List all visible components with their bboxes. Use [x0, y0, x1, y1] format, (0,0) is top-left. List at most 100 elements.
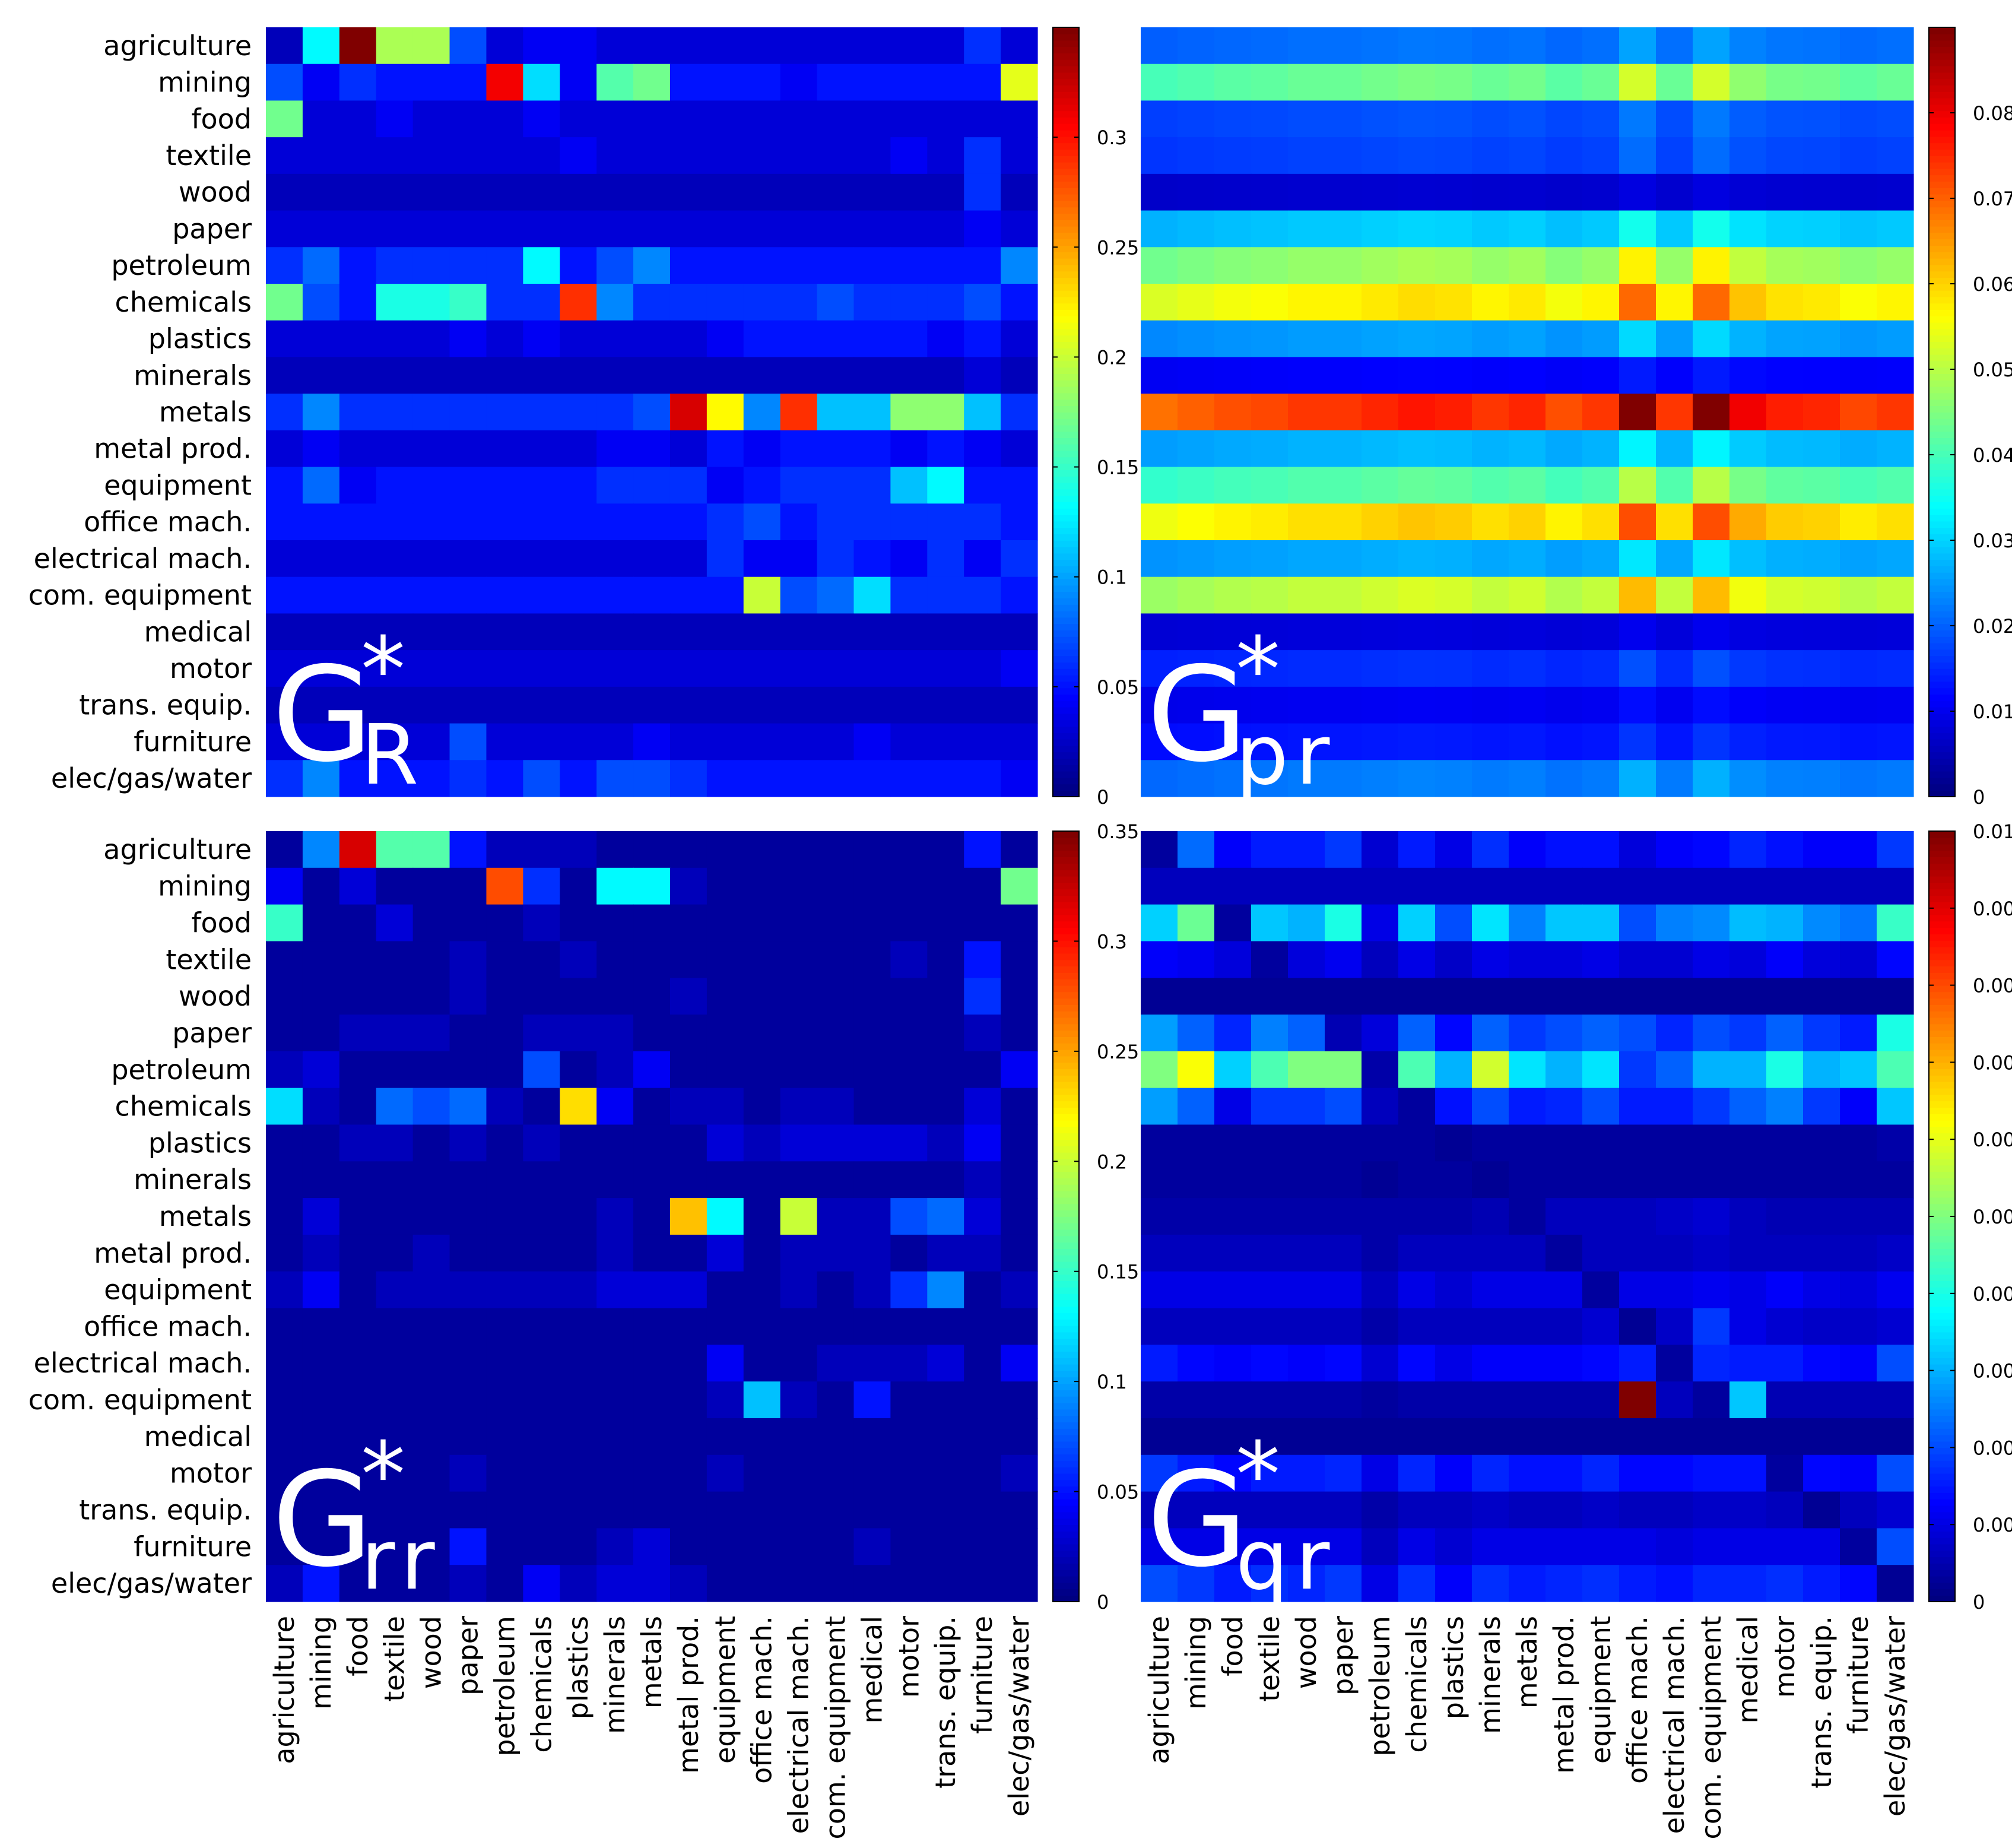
heatmap-cell	[927, 904, 964, 942]
heatmap-cell	[706, 1454, 744, 1492]
heatmap-cell	[412, 760, 450, 797]
heatmap-cell	[596, 100, 634, 138]
heatmap-cell	[339, 576, 377, 614]
heatmap-cell	[964, 613, 1001, 651]
heatmap-cell	[817, 100, 855, 138]
colorbar-segment	[1929, 1107, 1955, 1114]
heatmap-cell	[706, 467, 744, 504]
heatmap-cell	[266, 64, 303, 102]
heatmap-cell	[1141, 284, 1178, 321]
heatmap-cell	[1840, 650, 1877, 687]
heatmap-cell	[633, 1565, 671, 1602]
colorbar-segment	[1929, 1133, 1955, 1140]
heatmap-cell	[706, 941, 744, 978]
heatmap-cell	[743, 210, 781, 248]
heatmap-cell	[743, 1491, 781, 1529]
heatmap-cell	[1141, 760, 1178, 797]
heatmap-cell	[376, 723, 414, 760]
colorbar-segment	[1929, 245, 1955, 252]
colorbar-segment	[1053, 610, 1079, 618]
colorbar-segment	[1053, 296, 1079, 304]
heatmap-cell	[817, 1454, 855, 1492]
heatmap-cell	[1214, 467, 1252, 504]
heatmap-cell	[596, 247, 634, 284]
heatmap-cell	[1251, 1271, 1289, 1309]
heatmap-cell	[449, 941, 487, 978]
colorbar-segment	[1929, 1434, 1955, 1442]
heatmap-cell	[706, 1491, 744, 1529]
column-label: motor	[1769, 1616, 1801, 1698]
heatmap-cell	[1325, 760, 1362, 797]
heatmap-cell	[669, 1198, 707, 1235]
heatmap-cell	[449, 357, 487, 394]
colorbar-segment	[1053, 1479, 1079, 1487]
colorbar-segment	[1929, 681, 1955, 689]
heatmap-cell	[780, 867, 818, 905]
heatmap-cell	[1693, 284, 1730, 321]
colorbar-segment	[1053, 1222, 1079, 1230]
heatmap-cell	[302, 650, 340, 687]
heatmap-cell	[376, 247, 414, 284]
heatmap-cell	[853, 100, 891, 138]
column-label: paper	[1327, 1616, 1359, 1695]
heatmap-cell	[486, 1308, 523, 1345]
heatmap-cell	[1214, 540, 1252, 578]
colorbar-segment	[1929, 161, 1955, 169]
heatmap-cell	[706, 831, 744, 868]
heatmap-cell	[964, 576, 1001, 614]
heatmap-cell	[1546, 137, 1583, 175]
heatmap-cell	[1398, 137, 1436, 175]
heatmap-cell	[1472, 760, 1509, 797]
colorbar-segment	[1929, 1492, 1955, 1500]
heatmap-cell	[1509, 1381, 1546, 1419]
heatmap-cell	[449, 247, 487, 284]
heatmap-cell	[302, 1528, 340, 1565]
heatmap-cell	[1178, 1565, 1215, 1602]
heatmap-cell	[1546, 503, 1583, 541]
heatmap-cell	[1141, 430, 1178, 468]
heatmap-cell	[633, 613, 671, 651]
colorbar-segment	[1053, 438, 1079, 445]
colorbar-segment	[1929, 328, 1955, 336]
colorbar-segment	[1053, 245, 1079, 252]
heatmap-cell	[302, 1161, 340, 1199]
heatmap-cell	[1251, 1051, 1289, 1089]
colorbar-segment	[1053, 431, 1079, 438]
heatmap-cell	[1803, 613, 1840, 651]
heatmap-cell	[523, 1234, 560, 1272]
colorbar-tick-label: 0.003	[1973, 1360, 2012, 1383]
column-label: wood	[1290, 1616, 1322, 1689]
row-label: metal prod.	[94, 433, 252, 465]
heatmap-cell	[1693, 540, 1730, 578]
heatmap-cell	[1656, 210, 1693, 248]
heatmap-cell	[633, 867, 671, 905]
heatmap-cell	[706, 1345, 744, 1382]
colorbar-segment	[1929, 508, 1955, 515]
heatmap-cell	[853, 1454, 891, 1492]
heatmap-cell	[486, 1198, 523, 1235]
heatmap-cell	[743, 173, 781, 211]
heatmap-cell	[1509, 760, 1546, 797]
heatmap-cell	[302, 1015, 340, 1052]
heatmap-cell	[927, 1234, 964, 1272]
heatmap-cell	[1693, 831, 1730, 868]
colorbar-segment	[1929, 65, 1955, 73]
heatmap-cell	[1877, 1198, 1914, 1235]
heatmap-cell	[853, 247, 891, 284]
colorbar-segment	[1929, 733, 1955, 740]
heatmap-cell	[1582, 1051, 1620, 1089]
heatmap-cell	[964, 1015, 1001, 1052]
heatmap-cell	[266, 27, 303, 65]
heatmap-cell	[817, 1381, 855, 1419]
heatmap-cell	[1001, 1418, 1038, 1456]
heatmap-cell	[1840, 1308, 1877, 1345]
heatmap-cell	[890, 1234, 928, 1272]
colorbar-segment	[1929, 752, 1955, 759]
heatmap-cell	[927, 1565, 964, 1602]
heatmap-cell	[1325, 357, 1362, 394]
heatmap-cell	[1656, 284, 1693, 321]
heatmap-cell	[964, 430, 1001, 468]
heatmap-cell	[523, 173, 560, 211]
heatmap-cell	[1619, 210, 1656, 248]
column-label: food	[342, 1616, 374, 1676]
